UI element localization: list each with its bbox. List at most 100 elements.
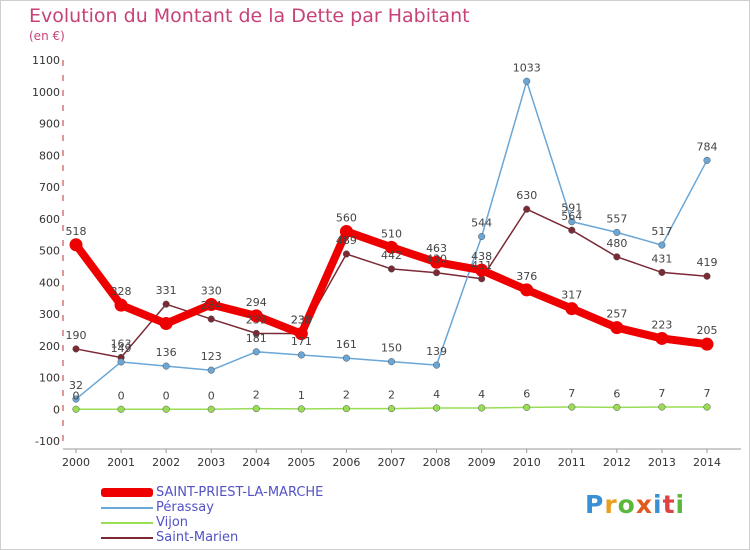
data-point — [658, 241, 666, 249]
legend-label-perassay: Pérassay — [156, 500, 214, 515]
data-point — [478, 404, 486, 412]
x-tick-label: 2014 — [693, 456, 721, 469]
data-point — [523, 77, 531, 85]
data-label: 317 — [561, 289, 582, 302]
x-tick-label: 2002 — [152, 456, 180, 469]
data-point — [339, 224, 353, 238]
y-tick-label: 300 — [39, 308, 60, 321]
data-point — [613, 253, 621, 261]
data-label: 7 — [704, 387, 711, 400]
data-label: 430 — [426, 253, 447, 266]
x-tick-label: 2011 — [558, 456, 586, 469]
data-point — [252, 348, 260, 356]
legend-label-saint-marien: Saint-Marien — [156, 530, 239, 545]
legend-swatch-saint-marien — [101, 537, 153, 539]
data-label: 2 — [253, 389, 260, 402]
y-tick-label: 0 — [53, 403, 60, 416]
data-point — [700, 337, 714, 351]
data-point — [433, 269, 441, 277]
data-label: 510 — [381, 227, 402, 240]
data-label: 411 — [471, 259, 492, 272]
proxiti-logo: Proxiti — [585, 490, 686, 519]
data-point — [385, 240, 398, 254]
x-tick-label: 2009 — [468, 456, 496, 469]
data-label: 330 — [201, 284, 222, 297]
y-tick-label: 1000 — [32, 86, 60, 99]
x-tick-label: 2000 — [62, 456, 90, 469]
data-point — [72, 345, 80, 353]
data-label: 284 — [201, 299, 222, 312]
data-point — [568, 218, 576, 226]
data-point — [69, 238, 83, 252]
data-label: 1033 — [513, 61, 541, 74]
data-label: 0 — [208, 389, 215, 402]
x-tick-label: 2012 — [603, 456, 631, 469]
x-tick-label: 2001 — [107, 456, 135, 469]
y-tick-label: 700 — [39, 181, 60, 194]
x-tick-label: 2004 — [242, 456, 270, 469]
data-point — [610, 321, 624, 335]
data-label: 149 — [111, 342, 132, 355]
data-point — [297, 351, 305, 359]
data-point — [342, 250, 350, 258]
data-label: 123 — [201, 350, 222, 363]
data-label: 438 — [471, 250, 492, 263]
data-label: 150 — [381, 342, 402, 355]
data-label: 190 — [66, 329, 87, 342]
y-tick-label: 400 — [39, 276, 60, 289]
chart-title: Evolution du Montant de la Dette par Hab… — [29, 5, 470, 27]
data-point — [72, 405, 80, 413]
data-point — [387, 358, 396, 366]
x-tick-label: 2013 — [648, 456, 676, 469]
data-point — [703, 156, 711, 164]
data-point — [613, 228, 621, 236]
data-label: 331 — [156, 284, 177, 297]
data-point — [520, 283, 534, 297]
data-point — [204, 297, 218, 311]
data-label: 431 — [651, 252, 672, 265]
data-label: 442 — [381, 249, 402, 262]
data-label: 6 — [613, 387, 620, 400]
x-tick-label: 2008 — [423, 456, 451, 469]
data-point — [294, 327, 308, 341]
y-tick-label: -100 — [35, 435, 60, 448]
data-label: 557 — [606, 212, 627, 225]
data-label: 544 — [471, 217, 492, 230]
chart-subtitle: (en €) — [29, 29, 65, 43]
data-point — [658, 268, 666, 276]
data-label: 376 — [516, 270, 537, 283]
data-label: 294 — [246, 296, 267, 309]
data-point — [297, 405, 305, 413]
x-tick-label: 2007 — [378, 456, 406, 469]
data-point — [478, 232, 486, 241]
legend-swatch-vijon — [101, 522, 153, 524]
data-label: 328 — [111, 285, 132, 298]
data-point — [568, 403, 576, 411]
legend-swatch-saint-priest — [101, 488, 153, 497]
y-tick-label: 100 — [39, 372, 60, 385]
legend-label-saint-priest: SAINT-PRIEST-LA-MARCHE — [156, 485, 324, 500]
data-point — [703, 272, 711, 280]
data-point — [523, 205, 531, 213]
data-label: 163 — [111, 337, 132, 350]
data-point — [430, 255, 444, 269]
data-label: 463 — [426, 242, 447, 255]
data-label: 784 — [697, 140, 718, 153]
data-label: 171 — [291, 335, 312, 348]
y-tick-label: 200 — [39, 340, 60, 353]
data-point — [613, 403, 621, 411]
data-point — [162, 405, 170, 413]
data-label: 0 — [73, 389, 80, 402]
data-point — [117, 358, 125, 366]
data-point — [114, 298, 128, 312]
y-tick-label: 600 — [39, 213, 60, 226]
data-point — [252, 329, 260, 337]
data-label: 560 — [336, 211, 357, 224]
x-tick-label: 2005 — [287, 456, 315, 469]
data-label: 239 — [246, 313, 267, 326]
data-point — [249, 309, 263, 323]
data-point — [252, 405, 260, 413]
data-point — [703, 403, 711, 411]
data-label: 419 — [697, 256, 718, 269]
data-label: 564 — [561, 210, 582, 223]
